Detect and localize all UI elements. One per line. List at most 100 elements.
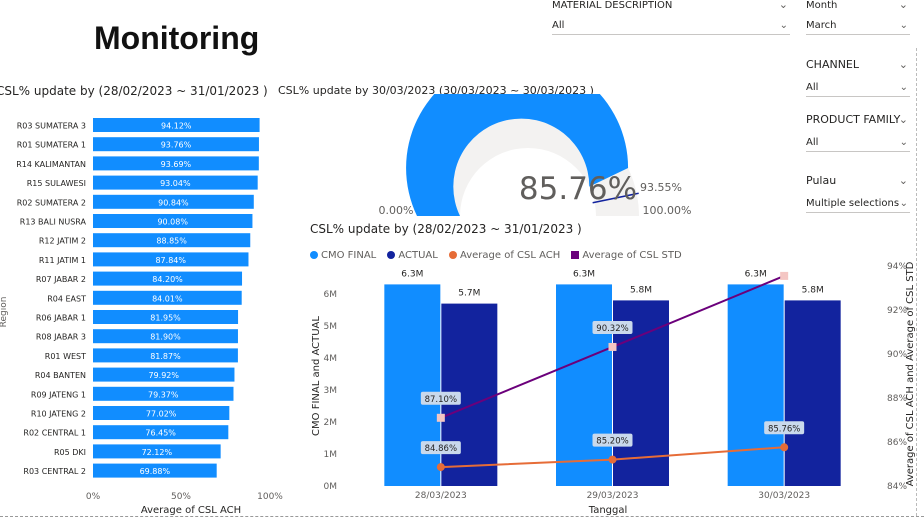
region-bar (93, 444, 221, 459)
legend-item[interactable]: Average of CSL ACH (448, 249, 561, 261)
bar-x-tick: 100% (257, 492, 283, 502)
data-label-bg (592, 433, 633, 447)
region-bar (93, 348, 238, 363)
material-dropdown[interactable]: All ⌄ (552, 18, 790, 35)
region-bar (93, 386, 234, 401)
region-bar-value: 87.84% (155, 256, 186, 265)
gauge-fill (406, 94, 629, 216)
pulau-dropdown[interactable]: Multiple selections ⌄ (806, 196, 910, 213)
combo-chart-title: CSL% update by (28/02/2023 ~ 31/01/2023 … (310, 222, 582, 236)
chevron-down-icon[interactable]: ⌄ (898, 58, 908, 71)
actual-bar-label: 5.8M (802, 285, 824, 295)
region-bar-value: 81.90% (150, 333, 181, 342)
gauge-min-label: 0.00% (379, 204, 414, 217)
pulau-slicer-label: Pulau (806, 174, 837, 187)
region-bar (93, 214, 253, 228)
csl-ach-marker (780, 443, 789, 452)
channel-slicer-label: CHANNEL (806, 58, 860, 71)
bar-x-tick: 50% (171, 492, 191, 502)
csl-std-marker (780, 271, 789, 280)
region-bar-value: 94.12% (161, 122, 192, 131)
chevron-down-icon[interactable]: ⌄ (778, 0, 788, 11)
combo-y-right-label: Average of CSL ACH and Average of CSL ST… (905, 261, 916, 486)
region-bar (93, 233, 251, 248)
csl-ach-marker (608, 455, 617, 464)
month-value: March (806, 20, 837, 31)
region-bar (93, 175, 258, 190)
channel-slicer[interactable]: CHANNEL ⌄ All ⌄ (806, 58, 910, 97)
actual-bar-label: 5.7M (458, 289, 480, 299)
combo-right-tick: 84% (887, 482, 907, 492)
combo-x-axis-label: Tanggal (588, 505, 628, 516)
combo-left-tick: 1M (324, 450, 338, 460)
gauge-target-marker (592, 192, 639, 204)
actual-bar-label: 5.8M (630, 285, 652, 295)
bar-y-axis-label: Region (0, 297, 9, 328)
actual-bar (784, 300, 841, 486)
region-bar (93, 252, 249, 267)
month-slicer[interactable]: Month ⌄ March ⌄ (806, 0, 910, 35)
combo-y-left-label: CMO FINAL and ACTUAL (311, 316, 322, 436)
combo-legend: CMO FINAL ACTUAL Average of CSL ACH Aver… (310, 244, 688, 263)
region-bar-category: R13 BALI NUSRA (20, 218, 87, 227)
line-data-label: 84.86% (425, 444, 457, 454)
legend-label: Average of CSL STD (582, 249, 682, 261)
product-family-dropdown[interactable]: All ⌄ (806, 135, 910, 152)
gauge-value: 85.76% (519, 171, 637, 207)
product-family-slicer[interactable]: PRODUCT FAMILY ⌄ All ⌄ (806, 113, 910, 152)
region-bar-category: R04 BANTEN (35, 371, 86, 380)
region-bar-category: R03 SUMATERA 3 (17, 122, 86, 131)
csl-std-marker (436, 413, 445, 422)
legend-item[interactable]: CMO FINAL (310, 250, 376, 261)
bar-x-tick: 0% (86, 492, 101, 502)
chevron-down-icon[interactable]: ⌄ (899, 198, 908, 209)
legend-item[interactable]: ACTUAL (387, 250, 438, 261)
combo-x-tick: 29/03/2023 (587, 491, 639, 501)
legend-label: Average of CSL ACH (459, 249, 561, 261)
channel-dropdown[interactable]: All ⌄ (806, 80, 910, 97)
combo-left-tick: 0M (324, 482, 338, 492)
product-family-value: All (806, 137, 819, 148)
region-bar-value: 72.12% (142, 448, 173, 457)
combo-left-tick: 6M (324, 290, 338, 300)
csl-ach-marker (436, 463, 445, 472)
channel-value: All (806, 82, 819, 93)
combo-chart: 0M 1M 2M 3M 4M 5M 6M 84% 86% 88% 90% 92% 94% 6.3M 5.7M… (311, 261, 916, 516)
chevron-down-icon[interactable]: ⌄ (899, 82, 908, 93)
csl-std-marker (608, 342, 617, 351)
chevron-down-icon[interactable]: ⌄ (899, 20, 908, 31)
region-bar-value: 77.02% (146, 410, 177, 419)
line-data-label: 90.32% (596, 324, 628, 334)
combo-left-tick: 3M (324, 386, 338, 396)
material-slicer[interactable]: MATERIAL DESCRIPTION ⌄ All ⌄ (552, 0, 790, 35)
region-bar-category: R03 CENTRAL 2 (23, 467, 86, 476)
region-bar-value: 93.76% (161, 141, 192, 150)
region-bar-category: R01 WEST (45, 352, 86, 361)
combo-x-tick: 30/03/2023 (758, 491, 810, 501)
chevron-down-icon[interactable]: ⌄ (899, 137, 908, 148)
region-bar (93, 271, 243, 286)
region-bar-category: R04 EAST (47, 294, 86, 303)
data-label-bg (764, 421, 805, 435)
cmo-final-bar (727, 284, 784, 486)
region-bar (93, 406, 230, 420)
pulau-slicer[interactable]: Pulau ⌄ Multiple selections ⌄ (806, 174, 910, 213)
region-bar-category: R11 JATIM 1 (39, 256, 86, 265)
region-bar-category: R06 JABAR 1 (36, 314, 86, 323)
chevron-down-icon[interactable]: ⌄ (898, 174, 908, 187)
chevron-down-icon[interactable]: ⌄ (898, 113, 908, 126)
line-data-label: 87.10% (425, 395, 457, 405)
cmo-final-bar (384, 284, 441, 486)
month-slicer-label: Month (806, 0, 838, 11)
region-bar-category: R01 SUMATERA 1 (17, 141, 86, 150)
legend-dot-icon (310, 251, 318, 259)
chevron-down-icon[interactable]: ⌄ (898, 0, 908, 11)
region-bar-value: 84.01% (152, 294, 183, 303)
legend-item[interactable]: Average of CSL STD (571, 249, 682, 261)
month-dropdown[interactable]: March ⌄ (806, 18, 910, 35)
region-bar-category: R02 SUMATERA 2 (17, 198, 86, 207)
region-bar-value: 81.95% (150, 314, 181, 323)
region-bar-category: R14 KALIMANTAN (16, 160, 86, 169)
region-bar-value: 88.85% (156, 237, 187, 246)
chevron-down-icon[interactable]: ⌄ (779, 20, 788, 31)
